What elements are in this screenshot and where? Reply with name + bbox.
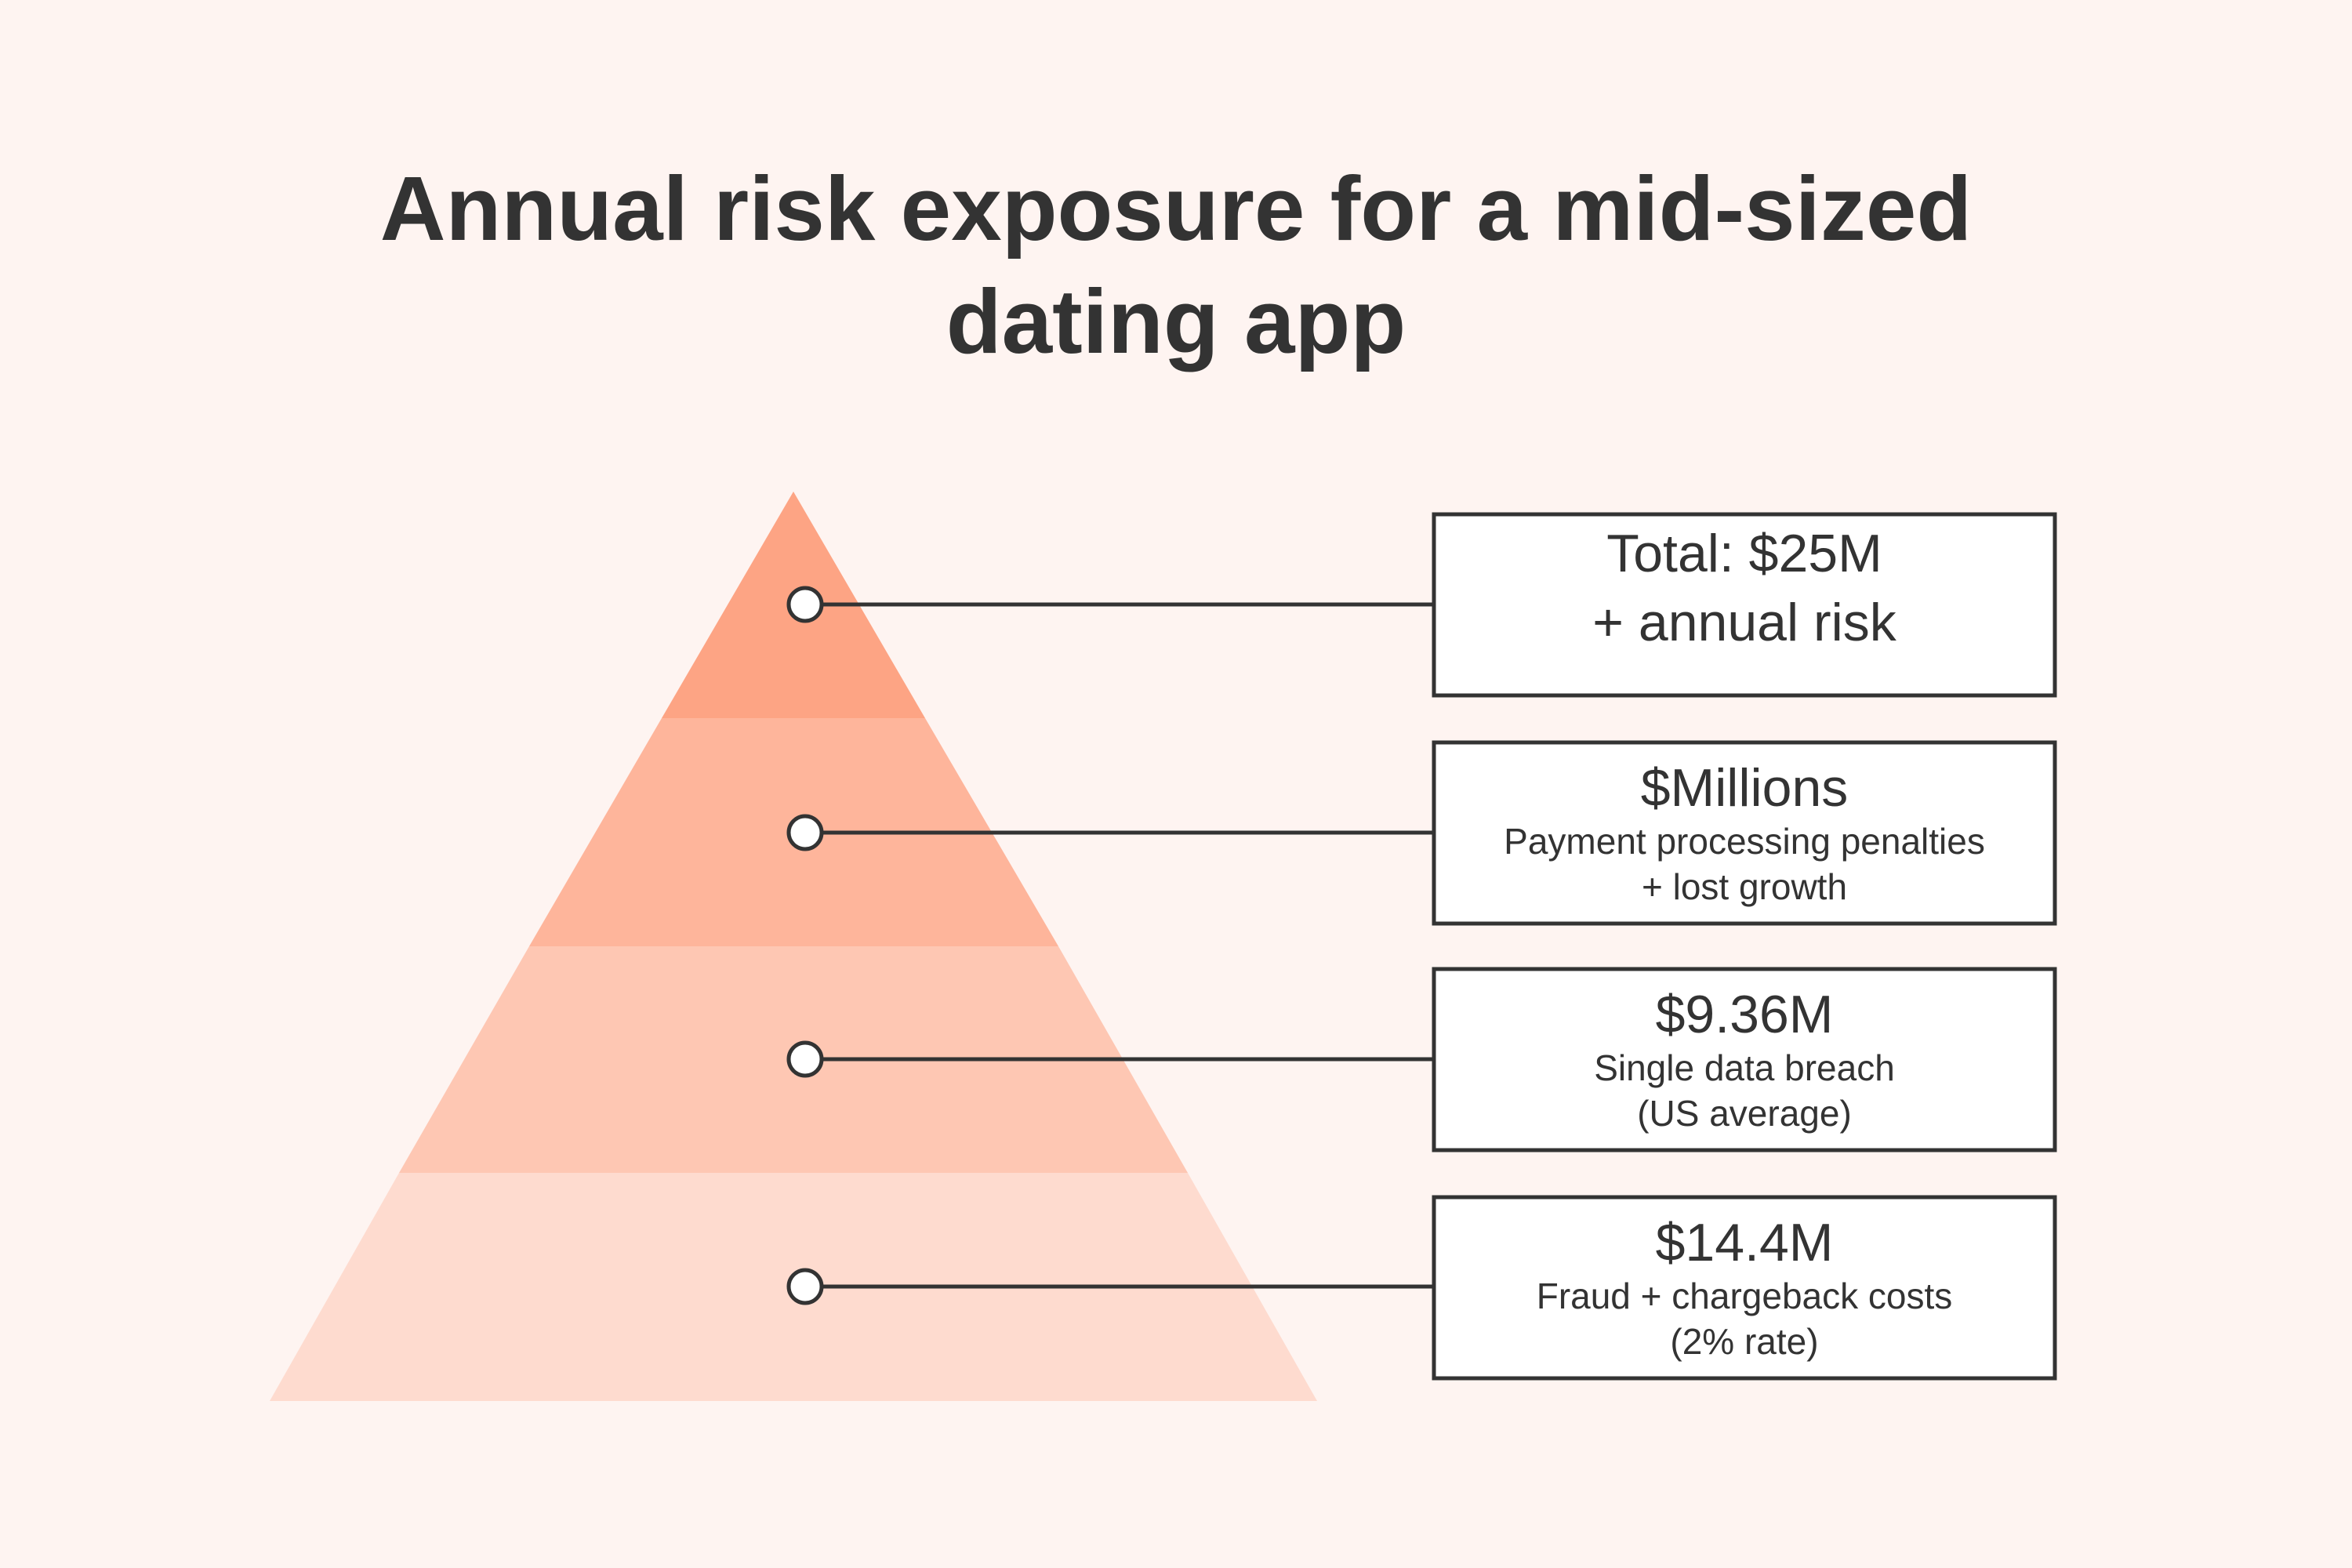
level-description: Payment processing penalties xyxy=(1504,821,1985,862)
title-line: dating app xyxy=(946,270,1406,372)
level-description: Fraud + chargeback costs xyxy=(1537,1276,1953,1316)
label-box xyxy=(1432,512,2057,698)
label-box xyxy=(1432,967,2057,1152)
callouts: Total: $25M + annual risk $MillionsPayment… xyxy=(786,512,2057,1381)
marker-dot xyxy=(786,1040,824,1078)
level-description: (2% rate) xyxy=(1670,1321,1818,1362)
label-box xyxy=(1432,1195,2057,1381)
title-line: Annual risk exposure for a mid-sized xyxy=(380,158,1973,260)
level-description: Single data breach xyxy=(1594,1047,1895,1088)
level-heading: $14.4M xyxy=(1656,1213,1834,1272)
marker-dot xyxy=(786,586,824,623)
level-heading: $Millions xyxy=(1641,758,1849,818)
marker-dot xyxy=(786,1268,824,1305)
label-box xyxy=(1432,740,2057,926)
level-heading: $9.36M xyxy=(1656,985,1834,1044)
level-description: (US average) xyxy=(1637,1093,1852,1134)
marker-dot xyxy=(786,814,824,851)
level-heading: Total: $25M xyxy=(1606,524,1882,583)
level-heading: + annual risk xyxy=(1592,593,1896,652)
level-description: + lost growth xyxy=(1642,866,1847,907)
